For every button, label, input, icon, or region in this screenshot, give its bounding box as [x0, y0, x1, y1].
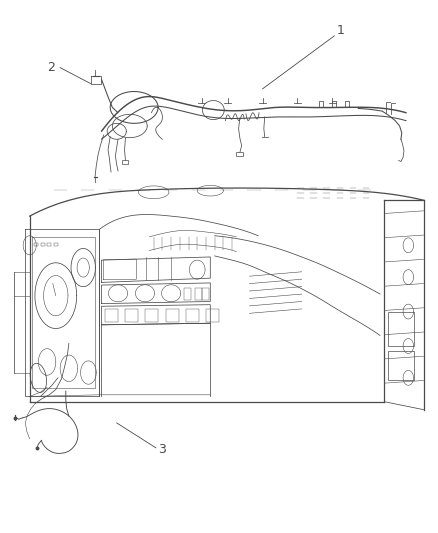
Bar [41, 243, 45, 246]
Text: 2: 2 [47, 61, 55, 74]
Bar [122, 160, 128, 164]
Bar [195, 288, 202, 301]
Bar [34, 243, 39, 246]
Bar [237, 152, 244, 156]
Text: 3: 3 [159, 443, 166, 456]
Bar [206, 309, 219, 322]
Bar [166, 309, 179, 322]
Bar [145, 309, 159, 322]
Bar [388, 351, 414, 381]
Bar [47, 243, 51, 246]
Bar [125, 309, 138, 322]
Bar [388, 312, 414, 346]
Bar [105, 309, 118, 322]
Bar [53, 243, 58, 246]
Bar [186, 309, 199, 322]
Text: 1: 1 [337, 24, 345, 37]
Bar [184, 288, 191, 301]
Bar [201, 288, 208, 301]
